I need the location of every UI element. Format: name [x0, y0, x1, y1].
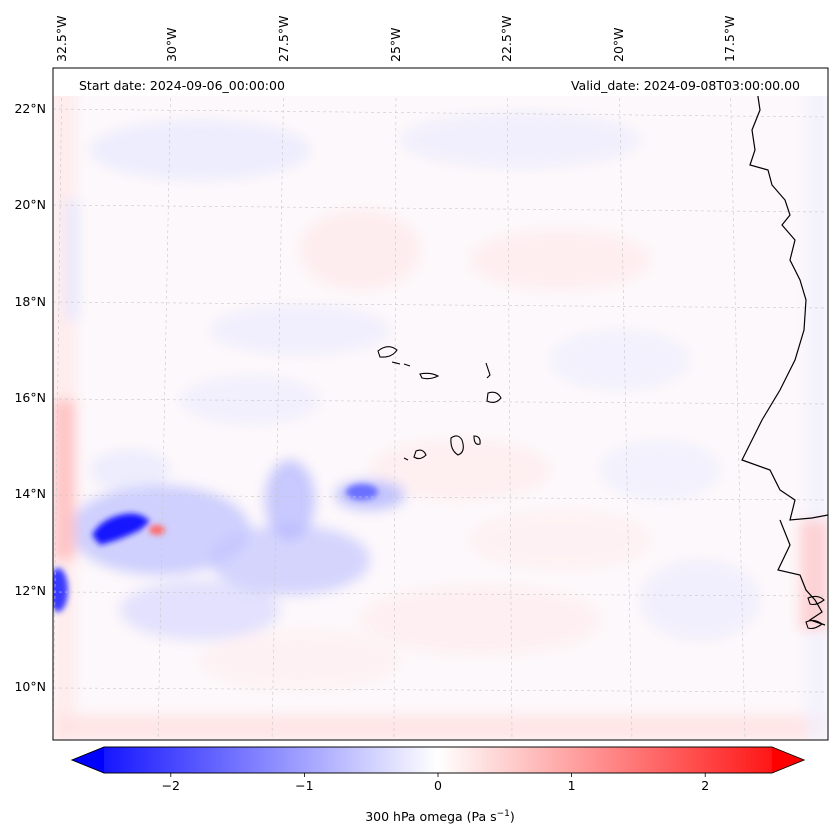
colorbar-tick-label: −1	[295, 778, 313, 793]
colorbar-body	[70, 746, 806, 774]
lon-label-25w: 25°W	[388, 27, 403, 62]
map-gridlines	[53, 68, 828, 740]
start-date-label: Start date: 2024-09-06_00:00:00	[79, 78, 285, 93]
lat-label-18n: 18°N	[14, 294, 46, 309]
lat-label-14n: 14°N	[14, 486, 46, 501]
lon-label-17-5w: 17.5°W	[722, 16, 737, 62]
colorbar-extend-high	[772, 747, 804, 773]
map-frame	[52, 67, 829, 741]
colorbar-tick-label: 2	[701, 778, 709, 793]
coastline	[741, 89, 828, 626]
colorbar-tick-label: 0	[434, 778, 442, 793]
colorbar: −2 −1 0 1 2 300 hPa omega (Pa s−1)	[70, 746, 806, 824]
longitude-labels: 32.5°W 30°W 27.5°W 25°W 22.5°W 20°W 17.5…	[54, 16, 737, 62]
lon-label-22-5w: 22.5°W	[499, 16, 514, 62]
lat-label-20n: 20°N	[14, 197, 46, 212]
lon-label-20w: 20°W	[611, 27, 626, 62]
colorbar-extend-low	[72, 747, 104, 773]
lon-label-30w: 30°W	[164, 27, 179, 62]
lat-label-16n: 16°N	[14, 390, 46, 405]
colorbar-tick-label: 1	[568, 778, 576, 793]
colorbar-ticks: −2 −1 0 1 2	[162, 773, 709, 793]
lat-label-10n: 10°N	[14, 679, 46, 694]
colorbar-tick-label: −2	[162, 778, 180, 793]
omega-field	[53, 68, 828, 740]
lon-label-32-5w: 32.5°W	[54, 16, 69, 62]
latitude-labels: 22°N 20°N 18°N 16°N 14°N 12°N 10°N	[14, 101, 46, 694]
valid-date-label: Valid_date: 2024-09-08T03:00:00.00	[571, 78, 800, 93]
colorbar-label: 300 hPa omega (Pa s−1)	[365, 809, 515, 824]
lat-label-22n: 22°N	[14, 101, 46, 116]
lat-label-12n: 12°N	[14, 583, 46, 598]
lon-label-27-5w: 27.5°W	[276, 16, 291, 62]
islands	[377, 346, 825, 630]
